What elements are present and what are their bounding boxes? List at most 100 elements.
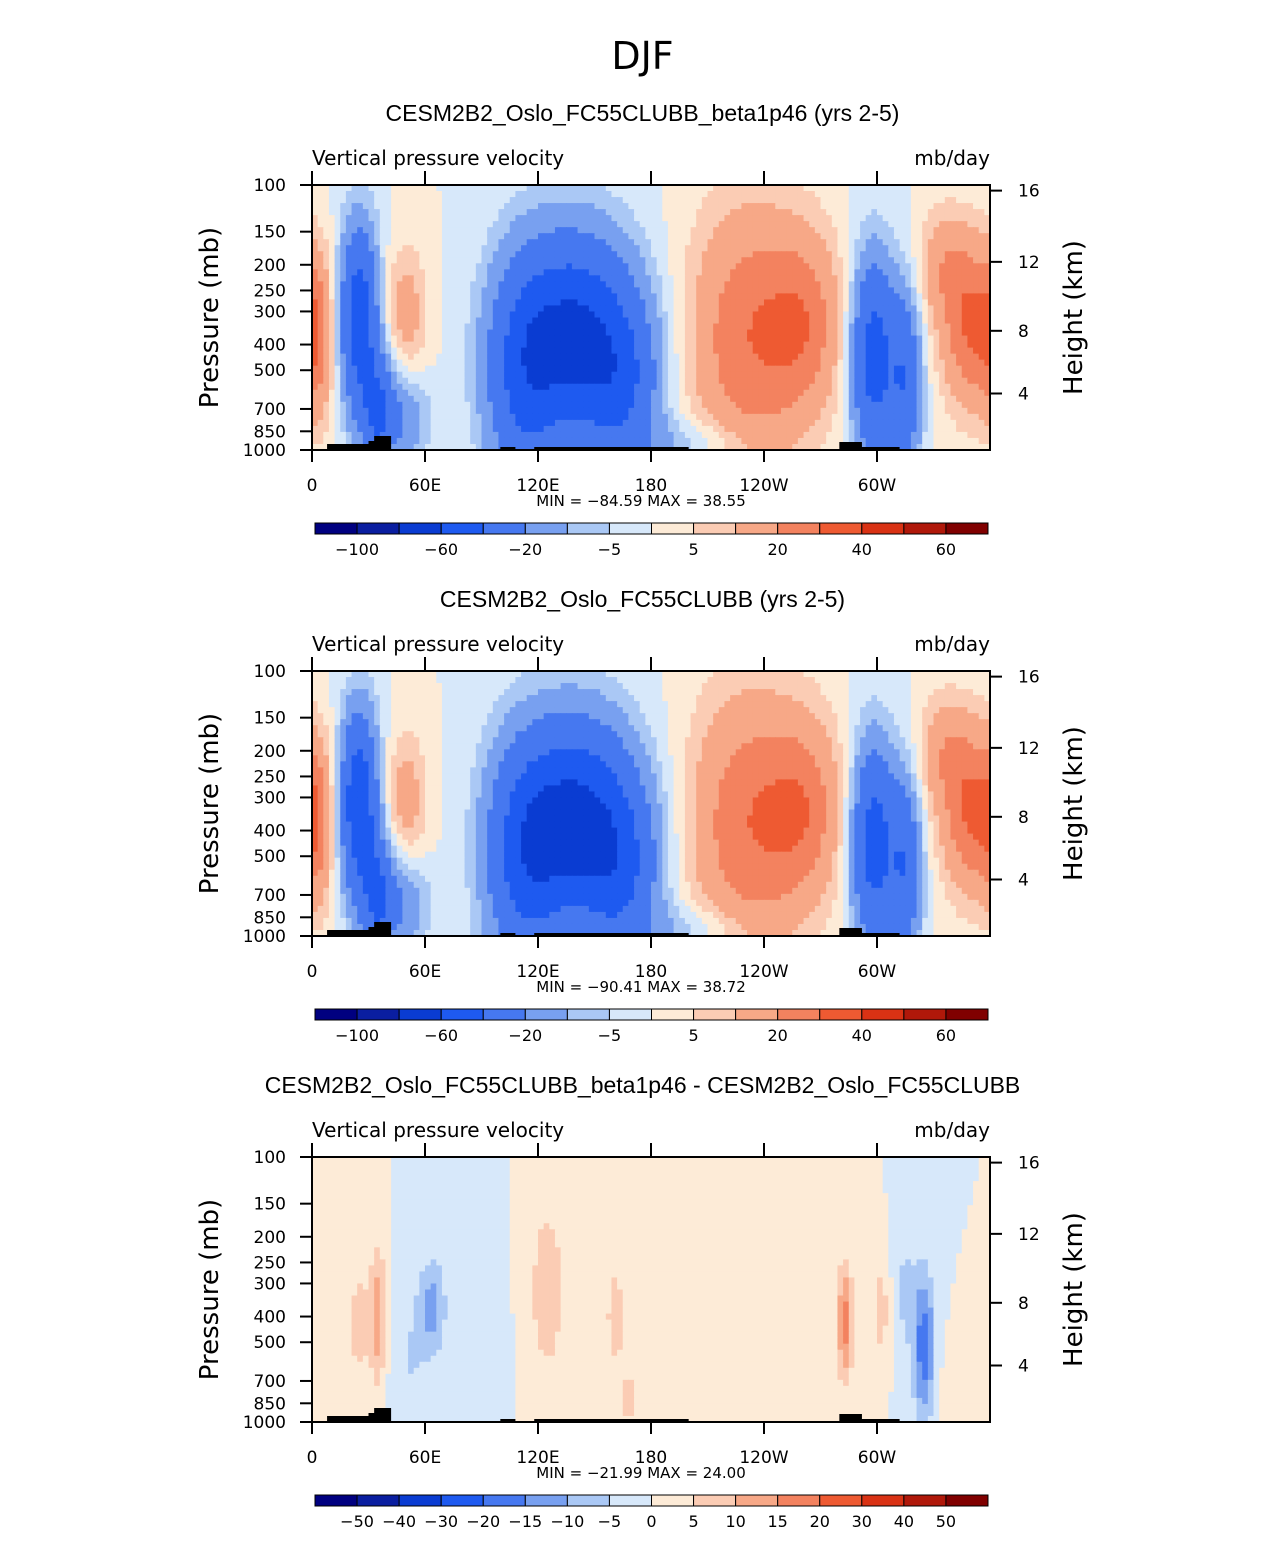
heatmap-cell xyxy=(419,233,426,240)
heatmap-cell xyxy=(408,191,415,198)
heatmap-cell xyxy=(554,395,562,403)
heatmap-cell xyxy=(504,269,511,276)
heatmap-cell xyxy=(910,407,918,415)
heatmap-cell xyxy=(956,317,963,325)
heatmap-cell xyxy=(391,413,398,421)
heatmap-cell xyxy=(498,389,505,397)
heatmap-cell xyxy=(617,287,624,295)
heatmap-cell xyxy=(402,233,409,240)
heatmap-cell xyxy=(701,389,709,397)
heatmap-cell xyxy=(786,419,793,427)
heatmap-cell xyxy=(447,185,454,192)
heatmap-cell xyxy=(441,407,449,415)
heatmap-cell xyxy=(662,389,669,397)
heatmap-cell xyxy=(978,323,985,331)
heatmap-cell xyxy=(583,311,590,319)
heatmap-cell xyxy=(379,359,387,367)
heatmap-cell xyxy=(916,323,923,331)
heatmap-cell xyxy=(391,407,398,415)
heatmap-cell xyxy=(487,263,494,270)
heatmap-cell xyxy=(470,257,477,264)
heatmap-cell xyxy=(967,425,974,433)
heatmap-cell xyxy=(696,185,703,192)
heatmap-cell xyxy=(492,191,500,198)
heatmap-cell xyxy=(447,431,454,439)
heatmap-cell xyxy=(939,191,946,198)
heatmap-cell xyxy=(893,191,901,198)
heatmap-cell xyxy=(340,209,347,216)
heatmap-cell xyxy=(797,203,805,210)
heatmap-cell xyxy=(741,191,748,198)
heatmap-cell xyxy=(498,269,505,276)
heatmap-cell xyxy=(622,263,629,270)
heatmap-cell xyxy=(611,431,618,439)
heatmap-cell xyxy=(792,383,799,391)
heatmap-cell xyxy=(447,401,454,409)
heatmap-cell xyxy=(961,359,968,367)
heatmap-cell xyxy=(888,275,895,282)
heatmap-cell xyxy=(345,317,353,325)
heatmap-cell xyxy=(317,233,324,240)
heatmap-cell xyxy=(538,281,545,288)
heatmap-cell xyxy=(696,365,703,373)
heatmap-cell xyxy=(351,395,358,403)
heatmap-cell xyxy=(566,311,573,319)
heatmap-cell xyxy=(831,335,839,343)
heatmap-cell xyxy=(690,413,697,421)
heatmap-cell xyxy=(560,413,567,421)
heatmap-cell xyxy=(487,245,494,252)
heatmap-cell xyxy=(594,245,601,252)
heatmap-cell xyxy=(826,377,833,385)
heatmap-cell xyxy=(600,419,607,427)
heatmap-cell xyxy=(328,383,336,391)
heatmap-cell xyxy=(543,305,550,313)
heatmap-cell xyxy=(639,431,646,439)
heatmap-cell xyxy=(764,245,771,252)
heatmap-cell xyxy=(498,335,505,343)
heatmap-cell xyxy=(430,209,437,216)
heatmap-cell xyxy=(956,335,963,343)
heatmap-cell xyxy=(436,209,443,216)
heatmap-cell xyxy=(967,221,974,228)
heatmap-cell xyxy=(379,431,387,439)
heatmap-cell xyxy=(521,365,528,373)
heatmap-cell xyxy=(769,203,776,210)
heatmap-cell xyxy=(865,203,872,210)
heatmap-cell xyxy=(956,221,963,228)
heatmap-cell xyxy=(340,197,347,204)
heatmap-cell xyxy=(498,299,505,307)
heatmap-cell xyxy=(628,389,635,397)
heatmap-cell xyxy=(684,215,692,222)
heatmap-cell xyxy=(888,419,895,427)
heatmap-cell xyxy=(453,383,460,391)
heatmap-cell xyxy=(312,389,319,397)
heatmap-cell xyxy=(893,311,901,319)
heatmap-cell xyxy=(820,269,827,276)
heatmap-cell xyxy=(973,347,980,355)
heatmap-cell xyxy=(312,317,319,325)
heatmap-cell xyxy=(956,257,963,264)
heatmap-cell xyxy=(464,251,471,258)
heatmap-cell xyxy=(413,383,420,391)
heatmap-cell xyxy=(848,203,855,210)
heatmap-cell xyxy=(893,383,901,391)
heatmap-cell xyxy=(684,431,692,439)
heatmap-cell xyxy=(764,395,771,403)
heatmap-cell xyxy=(605,269,613,276)
heatmap-cell xyxy=(933,209,940,216)
heatmap-cell xyxy=(730,383,737,391)
heatmap-cell xyxy=(543,377,550,385)
heatmap-cell xyxy=(340,347,347,355)
heatmap-cell xyxy=(758,407,765,415)
heatmap-cell xyxy=(532,371,539,379)
heatmap-cell xyxy=(379,329,387,337)
heatmap-cell xyxy=(583,263,590,270)
heatmap-cell xyxy=(374,323,381,331)
heatmap-cell xyxy=(436,383,443,391)
heatmap-cell xyxy=(882,197,889,204)
heatmap-cell xyxy=(865,287,872,295)
heatmap-cell xyxy=(916,227,923,234)
heatmap-cell xyxy=(950,209,957,216)
heatmap-cell xyxy=(933,371,940,379)
heatmap-cell xyxy=(730,329,737,337)
